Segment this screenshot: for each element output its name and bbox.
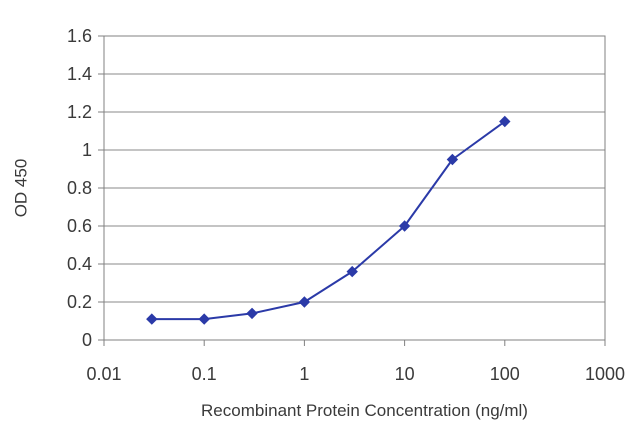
y-tick-label: 1.6 xyxy=(67,26,92,46)
x-axis-title: Recombinant Protein Concentration (ng/ml… xyxy=(201,401,528,420)
y-tick-label: 1.2 xyxy=(67,102,92,122)
series xyxy=(146,115,511,325)
data-point xyxy=(446,153,459,166)
y-tick-label: 0.6 xyxy=(67,216,92,236)
data-point xyxy=(246,307,258,320)
x-tick-label: 1000 xyxy=(585,364,625,384)
x-tick-label: 1 xyxy=(299,364,309,384)
y-tick-label: 1 xyxy=(82,140,92,160)
x-tick-label: 0.01 xyxy=(86,364,121,384)
axes: 0 0.2 0.4 0.6 0.8 1 1.2 1.4 1.6 0.01 0.1 1 10 100 1000 xyxy=(67,26,625,384)
x-tick-label: 0.1 xyxy=(192,364,217,384)
y-tick-label: 0.4 xyxy=(67,254,92,274)
data-point xyxy=(298,296,311,308)
x-tick-label: 100 xyxy=(490,364,520,384)
y-tick-label: 0 xyxy=(82,330,92,350)
data-point xyxy=(346,265,358,278)
data-point xyxy=(499,115,511,128)
data-point xyxy=(198,313,210,325)
y-tick-label: 0.2 xyxy=(67,292,92,312)
y-tick-label: 1.4 xyxy=(67,64,92,84)
y-axis-title: OD 450 xyxy=(11,159,30,218)
data-point xyxy=(146,313,158,325)
x-tick-label: 10 xyxy=(395,364,415,384)
data-point xyxy=(398,220,411,232)
y-tick-label: 0.8 xyxy=(67,178,92,198)
series-line xyxy=(151,120,506,321)
grid xyxy=(104,73,605,303)
